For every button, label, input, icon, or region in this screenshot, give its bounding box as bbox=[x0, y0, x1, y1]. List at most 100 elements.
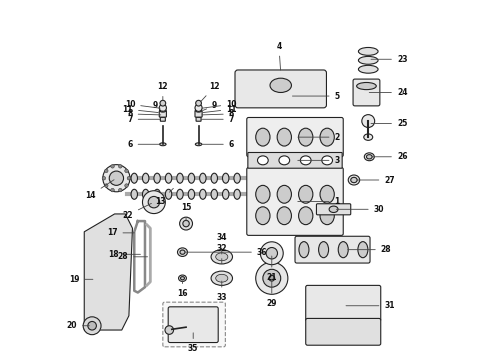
Text: 10: 10 bbox=[202, 100, 237, 109]
Text: 31: 31 bbox=[346, 301, 395, 310]
Circle shape bbox=[195, 104, 202, 111]
Ellipse shape bbox=[320, 185, 334, 203]
Circle shape bbox=[119, 188, 122, 192]
Ellipse shape bbox=[329, 206, 338, 212]
Ellipse shape bbox=[279, 156, 290, 165]
Ellipse shape bbox=[277, 128, 292, 146]
FancyBboxPatch shape bbox=[160, 117, 165, 121]
Ellipse shape bbox=[338, 242, 348, 258]
Text: 19: 19 bbox=[69, 275, 93, 284]
Text: 21: 21 bbox=[267, 256, 277, 282]
Ellipse shape bbox=[258, 156, 268, 165]
Circle shape bbox=[180, 217, 193, 230]
Ellipse shape bbox=[199, 173, 206, 183]
Text: 8: 8 bbox=[202, 109, 234, 118]
Text: 26: 26 bbox=[372, 152, 407, 161]
Text: 32: 32 bbox=[217, 244, 227, 264]
FancyBboxPatch shape bbox=[306, 285, 381, 321]
Circle shape bbox=[83, 317, 101, 335]
Ellipse shape bbox=[357, 82, 376, 90]
Text: 7: 7 bbox=[127, 115, 160, 124]
FancyBboxPatch shape bbox=[196, 117, 201, 121]
Ellipse shape bbox=[177, 189, 183, 199]
Circle shape bbox=[159, 104, 167, 111]
Circle shape bbox=[148, 197, 160, 208]
Ellipse shape bbox=[160, 109, 166, 112]
Ellipse shape bbox=[298, 185, 313, 203]
FancyBboxPatch shape bbox=[247, 167, 343, 235]
Text: 17: 17 bbox=[107, 228, 134, 237]
Text: 12: 12 bbox=[201, 82, 220, 101]
Text: 24: 24 bbox=[369, 88, 407, 97]
Text: 9: 9 bbox=[152, 101, 164, 111]
Text: 33: 33 bbox=[217, 281, 227, 302]
Text: 30: 30 bbox=[336, 205, 384, 214]
Text: 2: 2 bbox=[298, 132, 340, 141]
Ellipse shape bbox=[143, 189, 149, 199]
Ellipse shape bbox=[299, 242, 309, 258]
Ellipse shape bbox=[211, 249, 232, 264]
Text: 23: 23 bbox=[371, 55, 407, 64]
Circle shape bbox=[102, 176, 106, 180]
Circle shape bbox=[256, 262, 288, 294]
Polygon shape bbox=[84, 214, 132, 330]
Circle shape bbox=[88, 321, 97, 330]
Ellipse shape bbox=[348, 175, 360, 185]
Text: 11: 11 bbox=[203, 105, 237, 114]
Circle shape bbox=[109, 171, 123, 185]
FancyBboxPatch shape bbox=[195, 111, 202, 117]
Ellipse shape bbox=[131, 173, 138, 183]
Ellipse shape bbox=[367, 155, 372, 159]
Text: 10: 10 bbox=[125, 100, 160, 109]
Text: 6: 6 bbox=[127, 140, 160, 149]
Ellipse shape bbox=[188, 173, 195, 183]
Text: 1: 1 bbox=[298, 197, 340, 206]
Ellipse shape bbox=[234, 173, 241, 183]
Ellipse shape bbox=[277, 207, 292, 225]
Ellipse shape bbox=[131, 189, 138, 199]
Circle shape bbox=[103, 165, 130, 192]
Circle shape bbox=[119, 165, 122, 168]
Circle shape bbox=[183, 220, 189, 227]
Ellipse shape bbox=[199, 189, 206, 199]
Circle shape bbox=[160, 100, 166, 106]
Ellipse shape bbox=[298, 207, 313, 225]
Ellipse shape bbox=[256, 128, 270, 146]
Ellipse shape bbox=[320, 128, 334, 146]
Ellipse shape bbox=[178, 275, 186, 282]
Text: 5: 5 bbox=[293, 91, 340, 100]
Ellipse shape bbox=[277, 185, 292, 203]
Text: 20: 20 bbox=[67, 321, 89, 330]
Circle shape bbox=[111, 165, 114, 168]
Text: 9: 9 bbox=[203, 101, 217, 111]
Ellipse shape bbox=[211, 271, 232, 285]
Ellipse shape bbox=[154, 173, 160, 183]
Text: 13: 13 bbox=[155, 188, 173, 206]
FancyBboxPatch shape bbox=[248, 153, 342, 168]
Ellipse shape bbox=[320, 207, 334, 225]
Text: 27: 27 bbox=[357, 176, 395, 185]
Ellipse shape bbox=[358, 65, 378, 73]
FancyBboxPatch shape bbox=[168, 307, 218, 342]
Circle shape bbox=[269, 275, 275, 281]
Text: 6: 6 bbox=[201, 140, 234, 149]
FancyBboxPatch shape bbox=[353, 79, 380, 106]
Text: 29: 29 bbox=[267, 281, 277, 308]
Text: 22: 22 bbox=[122, 203, 151, 220]
Circle shape bbox=[165, 326, 173, 334]
Circle shape bbox=[362, 114, 375, 127]
FancyBboxPatch shape bbox=[247, 117, 343, 157]
Text: 25: 25 bbox=[371, 119, 407, 128]
Ellipse shape bbox=[180, 276, 184, 280]
Ellipse shape bbox=[256, 185, 270, 203]
Text: 12: 12 bbox=[158, 82, 168, 100]
Text: 36: 36 bbox=[185, 248, 268, 257]
Ellipse shape bbox=[180, 250, 185, 254]
Ellipse shape bbox=[177, 173, 183, 183]
Ellipse shape bbox=[364, 153, 374, 161]
Circle shape bbox=[111, 188, 114, 192]
Ellipse shape bbox=[270, 78, 292, 93]
Ellipse shape bbox=[143, 173, 149, 183]
Ellipse shape bbox=[256, 207, 270, 225]
Ellipse shape bbox=[196, 143, 202, 146]
